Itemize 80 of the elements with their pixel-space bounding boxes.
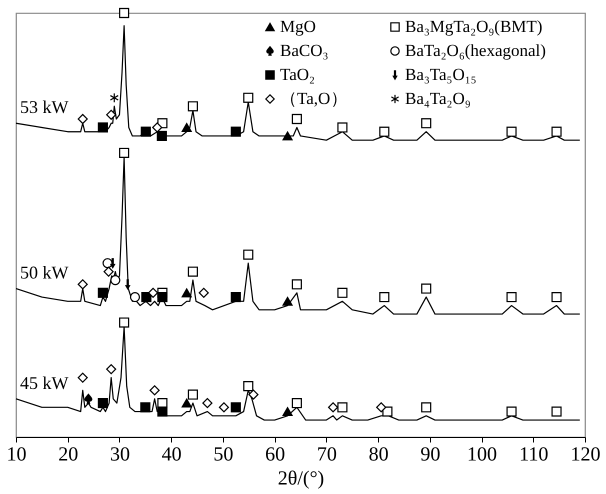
legend-label: BaCO₃ — [280, 41, 328, 60]
point — [157, 292, 168, 302]
legend-label: Ba₃Ta₅O₁₅ — [405, 65, 477, 84]
point — [551, 292, 562, 302]
point — [198, 288, 209, 298]
point — [230, 126, 241, 137]
x-tick-label: 110 — [519, 444, 548, 466]
x-tick-label: 90 — [420, 444, 440, 466]
point — [110, 275, 120, 286]
point — [376, 402, 386, 412]
point — [282, 296, 293, 306]
point — [119, 8, 130, 18]
legend-label: TaO₂ — [280, 65, 315, 84]
point — [337, 402, 348, 412]
point — [140, 126, 151, 137]
point — [282, 131, 293, 140]
point — [106, 364, 116, 374]
x-tick-label: 60 — [265, 444, 286, 466]
point — [119, 148, 130, 158]
point — [78, 279, 88, 290]
point — [157, 406, 168, 417]
point — [243, 92, 254, 103]
x-tick-label: 100 — [467, 444, 498, 466]
x-tick-label: 120 — [570, 444, 600, 466]
point — [506, 126, 517, 137]
point — [282, 407, 293, 416]
legend-label: Ba₄Ta₂O₉ — [405, 89, 471, 108]
point — [337, 122, 348, 133]
point — [188, 101, 198, 112]
point — [150, 385, 160, 396]
legend-label: BaTa₂O₆(hexagonal) — [405, 41, 546, 60]
x-tick-label: 20 — [58, 444, 78, 466]
point — [506, 292, 517, 302]
point — [551, 126, 562, 137]
x-tick-label: 50 — [213, 444, 234, 466]
x-tick-label: 10 — [6, 444, 26, 466]
point — [243, 250, 254, 260]
point — [110, 92, 119, 103]
series-label: 53 kW — [20, 97, 68, 118]
point — [218, 402, 230, 412]
point — [337, 288, 348, 298]
legend-label: Ba₃MgTa₂O₉(BMT) — [405, 17, 542, 36]
point — [182, 288, 192, 298]
point — [551, 406, 562, 417]
point — [230, 402, 241, 412]
point — [379, 126, 390, 137]
legend-label: （Ta,O） — [280, 89, 348, 108]
point — [421, 402, 432, 412]
point — [188, 390, 198, 400]
point — [98, 398, 108, 408]
point — [188, 266, 198, 277]
legend-label: MgO — [280, 17, 316, 36]
point — [106, 110, 116, 120]
x-tick-label: 30 — [110, 444, 130, 466]
point — [243, 381, 254, 392]
point — [84, 394, 92, 404]
point — [152, 122, 162, 133]
x-axis-title: 2θ/(°) — [278, 468, 324, 490]
point — [292, 398, 302, 408]
point — [78, 372, 88, 383]
point — [119, 317, 130, 328]
point — [421, 118, 432, 128]
x-tick-label: 80 — [368, 444, 389, 466]
point — [292, 114, 302, 124]
point — [182, 123, 192, 132]
point — [156, 130, 167, 142]
point — [506, 406, 517, 417]
point — [182, 398, 192, 408]
point — [230, 292, 241, 302]
series-label: 50 kW — [20, 262, 68, 283]
point — [98, 288, 108, 298]
series-label: 45 kW — [20, 372, 68, 393]
x-tick-label: 40 — [162, 444, 182, 466]
x-tick-label: 70 — [316, 444, 337, 466]
point — [98, 122, 108, 133]
point — [202, 398, 212, 408]
point — [292, 279, 302, 290]
point — [379, 292, 390, 302]
point — [140, 402, 150, 412]
point — [421, 284, 432, 294]
